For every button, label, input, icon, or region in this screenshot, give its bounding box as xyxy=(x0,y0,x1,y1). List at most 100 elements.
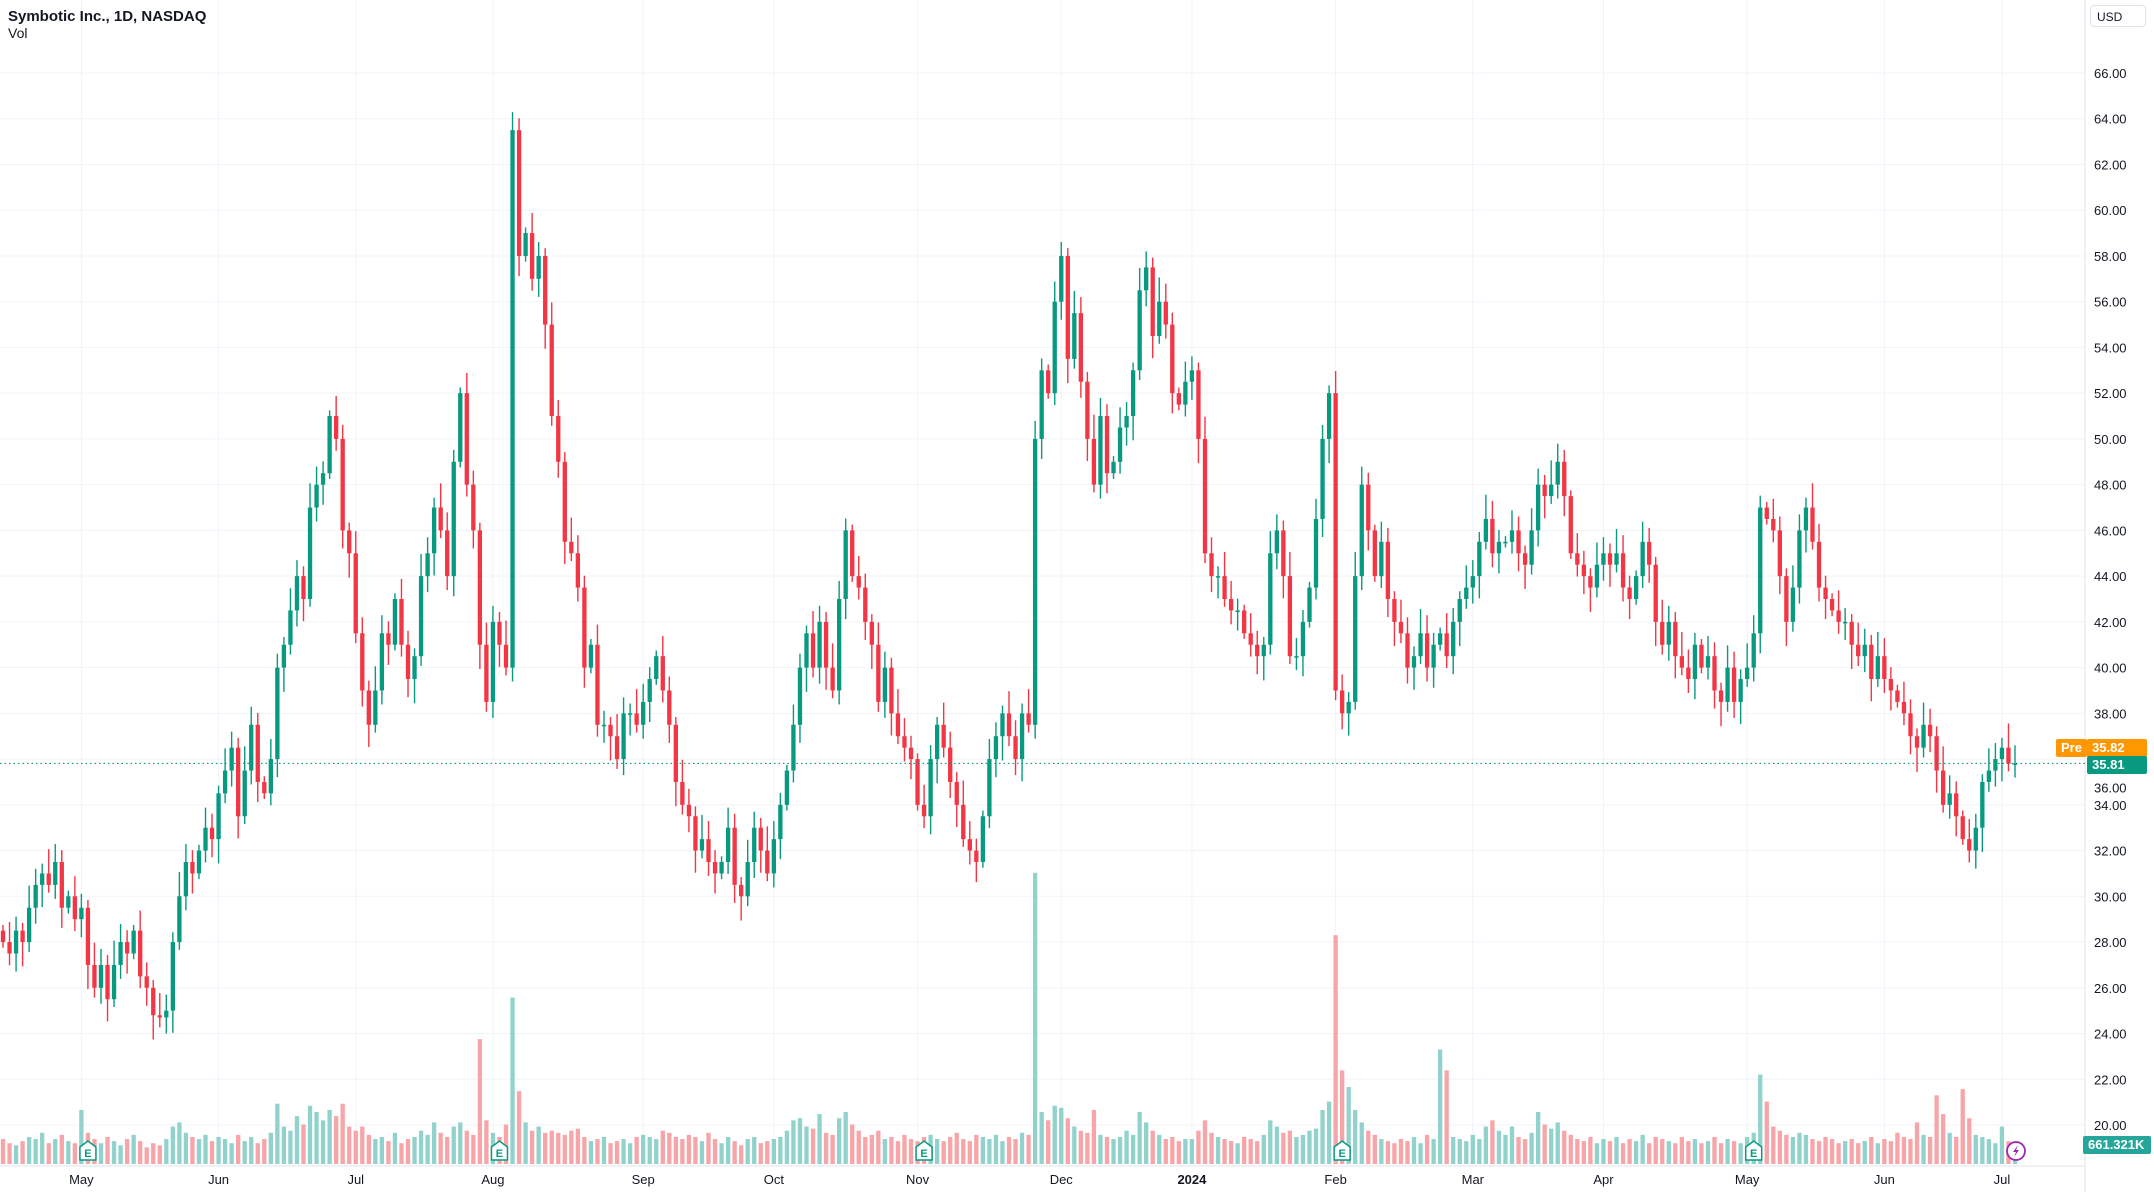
candle-up xyxy=(249,724,254,771)
candle-down xyxy=(1810,507,1815,542)
time-axis[interactable]: May Jun Jul Aug Sep Oct Nov Dec 2024 Feb Mar Apr May… xyxy=(69,1172,2010,1187)
chart-title: Symbotic Inc., 1D, NASDAQ xyxy=(8,8,207,25)
candle-down xyxy=(477,530,483,645)
volume-bar xyxy=(961,1139,966,1164)
volume-bar xyxy=(1509,1126,1515,1164)
volume-bar xyxy=(1614,1136,1619,1164)
candle-down xyxy=(1405,633,1410,668)
candle-up xyxy=(1973,827,1978,851)
candle-down xyxy=(712,862,718,874)
candle-down xyxy=(1784,576,1789,622)
candle-down xyxy=(72,896,78,920)
candle-down xyxy=(1516,530,1521,554)
candle-down xyxy=(1209,553,1214,577)
candle-down xyxy=(634,713,639,725)
volume-bar xyxy=(216,1136,221,1164)
volume-bar xyxy=(1340,1070,1345,1164)
candle-up xyxy=(1183,381,1188,405)
volume-bar xyxy=(164,1139,169,1164)
candle-down xyxy=(863,587,868,622)
candle-down xyxy=(1849,621,1854,645)
candle-down xyxy=(1568,496,1573,554)
candle-up xyxy=(1509,530,1515,542)
volume-bar xyxy=(934,1139,940,1164)
volume-bar xyxy=(1921,1134,1926,1164)
earnings-icon-shape xyxy=(1744,1140,1763,1161)
candle-up xyxy=(1633,576,1639,599)
candle-down xyxy=(1104,416,1110,474)
candle-down xyxy=(856,576,861,588)
candle-down xyxy=(399,599,404,645)
volume-bar xyxy=(641,1134,646,1164)
candle-up xyxy=(327,416,332,474)
volume-bar xyxy=(1366,1130,1371,1164)
volume-bar xyxy=(1633,1141,1639,1164)
volume-bar xyxy=(817,1114,822,1164)
volume-bar xyxy=(712,1139,718,1164)
candle-down xyxy=(1718,690,1724,702)
volume-bar xyxy=(1581,1141,1587,1164)
volume-bar xyxy=(1784,1134,1789,1164)
volume-bar xyxy=(1875,1143,1880,1164)
candle-down xyxy=(334,416,339,439)
volume-bar xyxy=(1607,1141,1613,1164)
candle-up xyxy=(536,255,541,279)
candle-up xyxy=(1137,290,1142,371)
candle-up xyxy=(183,862,189,897)
candle-down xyxy=(1777,530,1782,577)
volume-bar xyxy=(1196,1130,1201,1164)
candle-up xyxy=(1614,553,1619,565)
candle-down xyxy=(758,827,763,851)
candle-up xyxy=(216,793,221,840)
volume-bar xyxy=(1725,1139,1730,1164)
volume-bar xyxy=(595,1139,600,1164)
volume-bar xyxy=(1307,1130,1312,1164)
volume-bar xyxy=(1130,1134,1136,1164)
candle-down xyxy=(941,724,946,748)
volume-indicator-label[interactable]: Vol xyxy=(8,25,28,41)
volume-bar xyxy=(1529,1132,1534,1164)
candle-up xyxy=(1268,553,1273,645)
candle-down xyxy=(366,690,371,725)
price-tick-label: 36.00 xyxy=(2094,780,2127,795)
volume-bar xyxy=(1091,1109,1097,1164)
candle-down xyxy=(1764,507,1769,519)
volume-bar xyxy=(471,1134,476,1164)
candle-up xyxy=(229,747,234,771)
volume-bar xyxy=(1144,1122,1149,1164)
candle-down xyxy=(1013,736,1018,760)
volume-bar xyxy=(1157,1134,1162,1164)
candle-up xyxy=(1111,461,1116,474)
volume-bar xyxy=(1372,1134,1377,1164)
candle-up xyxy=(1215,576,1221,578)
volume-bar xyxy=(1261,1134,1266,1164)
candle-down xyxy=(340,438,345,531)
candle-up xyxy=(752,827,757,862)
volume-bar xyxy=(1235,1143,1240,1164)
volume-bar xyxy=(654,1139,659,1164)
candle-down xyxy=(1242,610,1247,634)
volume-bar xyxy=(797,1118,803,1164)
price-axis[interactable]: 66.00 64.00 62.00 60.00 58.00 56.00 54.00 52.00… xyxy=(2094,66,2127,1133)
candle-down xyxy=(85,907,91,965)
volume-bar xyxy=(458,1122,463,1164)
time-tick-label: May xyxy=(1735,1172,1760,1187)
volume-bar xyxy=(196,1139,202,1164)
candle-up xyxy=(1098,416,1103,485)
volume-bar xyxy=(1588,1136,1593,1164)
currency-button[interactable]: USD xyxy=(2090,5,2146,27)
price-tick-label: 26.00 xyxy=(2094,981,2127,996)
volume-bar xyxy=(1790,1136,1796,1164)
candle-down xyxy=(1934,736,1939,771)
candle-down xyxy=(1385,541,1391,599)
volume-bar xyxy=(431,1122,437,1164)
earnings-icon-letter: E xyxy=(1750,1148,1757,1160)
candle-down xyxy=(974,850,979,862)
volume-bar xyxy=(190,1136,195,1164)
candle-down xyxy=(471,484,476,531)
candle-down xyxy=(1647,541,1652,565)
candle-down xyxy=(1490,518,1495,554)
volume-bar xyxy=(588,1141,594,1164)
time-tick-label: 2024 xyxy=(1177,1172,1207,1187)
